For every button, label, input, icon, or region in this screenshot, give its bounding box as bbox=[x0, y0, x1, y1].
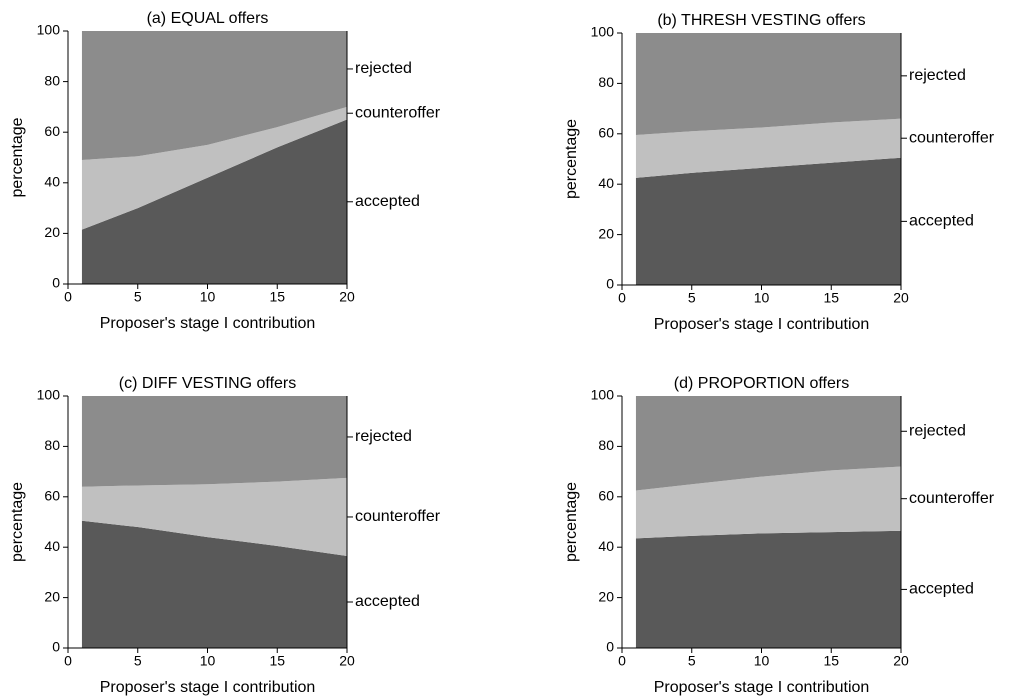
y-tick-label: 0 bbox=[606, 276, 614, 292]
x-axis-label: Proposer's stage I contribution bbox=[100, 679, 316, 696]
area bbox=[81, 477, 347, 557]
legend-label: rejected bbox=[909, 67, 966, 84]
x-tick-label: 20 bbox=[893, 290, 909, 306]
x-tick-label: 10 bbox=[200, 289, 216, 305]
x-tick-label: 0 bbox=[64, 289, 72, 305]
area bbox=[635, 466, 901, 539]
legend-label: rejected bbox=[355, 60, 412, 77]
legend-label: rejected bbox=[909, 422, 966, 439]
y-tick-label: 20 bbox=[44, 224, 60, 240]
y-tick-label: 20 bbox=[44, 588, 60, 604]
x-tick-label: 5 bbox=[688, 653, 696, 669]
area bbox=[635, 118, 901, 178]
x-axis-label: Proposer's stage I contribution bbox=[654, 316, 870, 333]
x-tick-label: 15 bbox=[269, 289, 285, 305]
y-tick-label: 0 bbox=[52, 275, 60, 291]
y-tick-label: 80 bbox=[598, 437, 614, 453]
x-tick-label: 10 bbox=[754, 290, 770, 306]
x-tick-label: 15 bbox=[823, 290, 839, 306]
x-tick-label: 0 bbox=[618, 290, 626, 306]
legend-label: accepted bbox=[909, 581, 974, 598]
x-tick-label: 10 bbox=[200, 653, 216, 669]
y-tick-label: 100 bbox=[591, 24, 615, 40]
y-tick-label: 60 bbox=[44, 488, 60, 504]
legend-label: accepted bbox=[355, 593, 420, 610]
x-tick-label: 5 bbox=[134, 289, 142, 305]
x-tick-label: 0 bbox=[618, 653, 626, 669]
y-tick-label: 40 bbox=[44, 538, 60, 554]
y-axis-label: percentage bbox=[563, 482, 580, 562]
area bbox=[81, 396, 347, 487]
y-tick-label: 40 bbox=[44, 174, 60, 190]
legend-label: accepted bbox=[909, 213, 974, 230]
x-tick-label: 15 bbox=[823, 653, 839, 669]
y-tick-label: 80 bbox=[598, 74, 614, 90]
x-axis-label: Proposer's stage I contribution bbox=[100, 315, 316, 332]
chart-title: (b) THRESH VESTING offers bbox=[657, 12, 865, 29]
y-tick-label: 80 bbox=[44, 437, 60, 453]
legend-label: counteroffer bbox=[909, 129, 995, 146]
area bbox=[635, 33, 901, 136]
legend-label: counteroffer bbox=[909, 490, 995, 507]
y-tick-label: 40 bbox=[598, 538, 614, 554]
y-tick-label: 20 bbox=[598, 588, 614, 604]
chart-title: (a) EQUAL offers bbox=[147, 10, 269, 27]
area bbox=[635, 396, 901, 491]
y-tick-label: 60 bbox=[598, 488, 614, 504]
area bbox=[635, 157, 901, 285]
area bbox=[81, 520, 347, 648]
legend-label: counteroffer bbox=[355, 508, 441, 525]
chart-title: (c) DIFF VESTING offers bbox=[119, 375, 297, 392]
y-tick-label: 40 bbox=[598, 175, 614, 191]
y-tick-label: 0 bbox=[52, 639, 60, 655]
x-tick-label: 10 bbox=[754, 653, 770, 669]
x-tick-label: 0 bbox=[64, 653, 72, 669]
area bbox=[81, 106, 347, 230]
y-tick-label: 100 bbox=[37, 22, 61, 38]
x-tick-label: 5 bbox=[688, 290, 696, 306]
legend-label: accepted bbox=[355, 193, 420, 210]
x-tick-label: 5 bbox=[134, 653, 142, 669]
y-tick-label: 80 bbox=[44, 72, 60, 88]
area bbox=[81, 119, 347, 284]
y-tick-label: 0 bbox=[606, 639, 614, 655]
chart-title: (d) PROPORTION offers bbox=[674, 375, 849, 392]
y-axis-label: percentage bbox=[563, 119, 580, 199]
y-axis-label: percentage bbox=[9, 117, 26, 197]
x-tick-label: 20 bbox=[339, 289, 355, 305]
y-tick-label: 100 bbox=[591, 387, 615, 403]
y-tick-label: 20 bbox=[598, 225, 614, 241]
area bbox=[635, 530, 901, 648]
legend-label: rejected bbox=[355, 428, 412, 445]
x-tick-label: 20 bbox=[339, 653, 355, 669]
y-tick-label: 60 bbox=[44, 123, 60, 139]
x-axis-label: Proposer's stage I contribution bbox=[654, 679, 870, 696]
y-tick-label: 60 bbox=[598, 125, 614, 141]
y-tick-label: 100 bbox=[37, 387, 61, 403]
x-tick-label: 15 bbox=[269, 653, 285, 669]
area bbox=[81, 31, 347, 161]
legend-label: counteroffer bbox=[355, 104, 441, 121]
y-axis-label: percentage bbox=[9, 482, 26, 562]
x-tick-label: 20 bbox=[893, 653, 909, 669]
